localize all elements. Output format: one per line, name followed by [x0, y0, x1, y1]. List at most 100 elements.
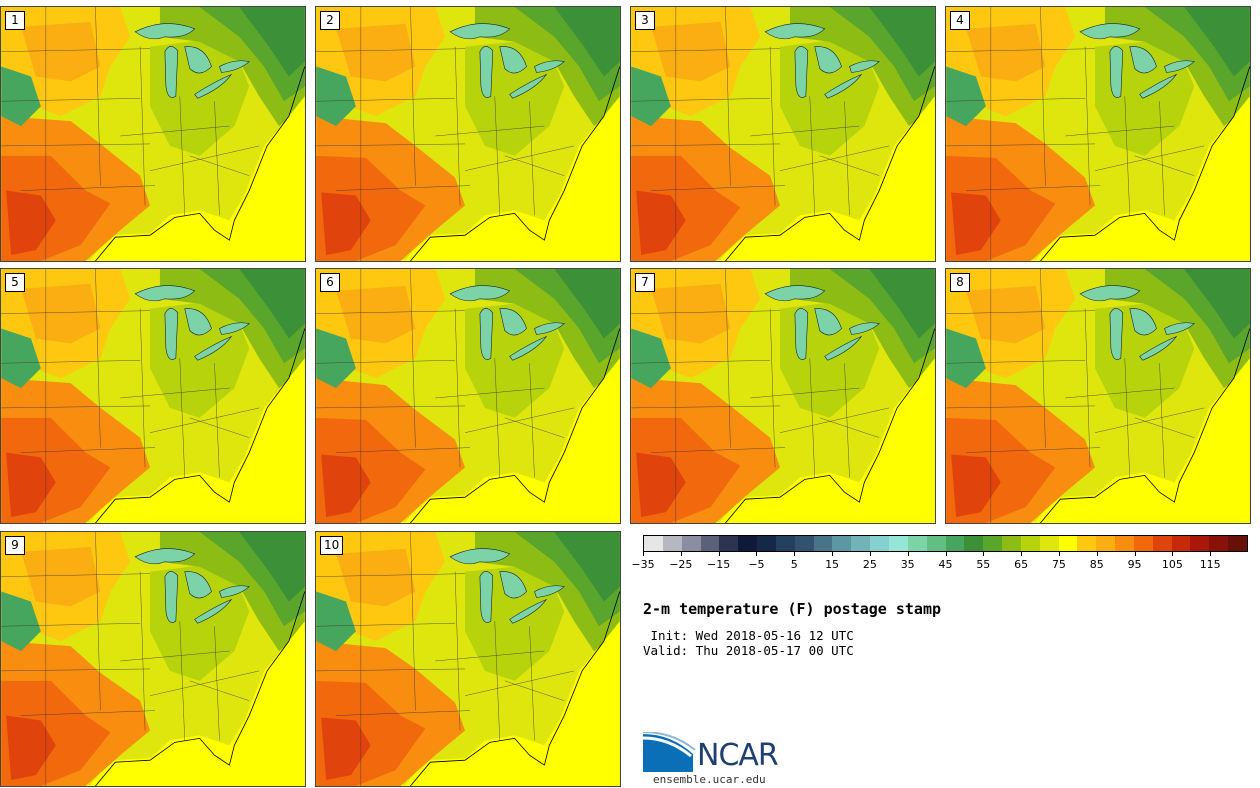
- colorbar-cell: [794, 536, 814, 551]
- coastline: [95, 328, 305, 523]
- colorbar-cell: [907, 536, 927, 551]
- state-border-line: [410, 269, 416, 448]
- state-border-line: [779, 407, 890, 433]
- state-border-line: [316, 48, 466, 52]
- colorbar-tick-label: −5: [748, 558, 765, 571]
- state-border-line: [336, 185, 470, 191]
- stamp-panel[interactable]: 2: [315, 6, 621, 262]
- stamp-panel[interactable]: 9: [0, 531, 306, 787]
- stamp-panel[interactable]: 10: [315, 531, 621, 787]
- colorbar-tick-label: 25: [862, 558, 877, 571]
- state-border-line: [1, 573, 151, 577]
- coastline: [95, 591, 305, 786]
- state-border-line: [1, 668, 151, 672]
- valid-time: Valid: Thu 2018-05-17 00 UTC: [643, 643, 854, 658]
- atlantic-ocean: [544, 96, 620, 261]
- lake-ontario: [1164, 322, 1195, 335]
- stamp-panel[interactable]: 4: [945, 6, 1251, 262]
- state-border-line: [179, 358, 185, 478]
- atlantic-ocean: [1174, 96, 1250, 261]
- lake-erie: [509, 73, 548, 99]
- state-border-line: [529, 626, 535, 741]
- stamp-number: 9: [5, 536, 25, 555]
- colorbar-tick-label: 65: [1014, 558, 1029, 571]
- state-border-line: [214, 363, 220, 478]
- state-border-line: [1084, 46, 1091, 206]
- state-border-line: [1, 623, 141, 627]
- state-border-line: [139, 308, 146, 468]
- warm-region-dakotas: [336, 548, 416, 607]
- state-border-line: [214, 101, 220, 216]
- coolest-region-maine: [554, 532, 620, 602]
- colorbar-cell: [1058, 536, 1078, 551]
- state-border-line: [494, 96, 500, 216]
- stamp-panel[interactable]: 6: [315, 268, 621, 524]
- coastline: [410, 328, 620, 523]
- colorbar-tick-label: 35: [900, 558, 915, 571]
- state-border-line: [1124, 358, 1130, 478]
- gulf-of-mexico: [1040, 475, 1165, 523]
- state-border-line: [435, 650, 545, 662]
- colorbar-cell: [1209, 536, 1229, 551]
- lake-ontario: [534, 322, 565, 335]
- state-border-line: [1065, 125, 1175, 137]
- state-border-line: [1065, 387, 1175, 399]
- lake-erie: [824, 335, 863, 361]
- logo-url[interactable]: ensemble.ucar.edu: [653, 773, 766, 786]
- stamp-panel[interactable]: 7: [630, 268, 936, 524]
- lake-ontario: [219, 60, 250, 73]
- state-border-line: [139, 571, 146, 731]
- colorbar-tick: [680, 552, 682, 556]
- ncar-logo-icon[interactable]: [643, 732, 793, 776]
- lake-erie: [194, 598, 233, 624]
- lake-michigan: [479, 46, 494, 98]
- lake-erie: [1139, 335, 1178, 361]
- stamp-panel[interactable]: 5: [0, 268, 306, 524]
- lake-superior: [764, 23, 826, 40]
- state-border-line: [464, 145, 575, 171]
- state-border-line: [946, 360, 1086, 364]
- colorbar-cell: [644, 536, 663, 551]
- state-border-line: [316, 668, 466, 672]
- state-border-line: [631, 143, 781, 147]
- state-border-line: [95, 532, 101, 711]
- state-border-line: [95, 7, 101, 186]
- lake-ontario: [849, 322, 880, 335]
- state-border-line: [631, 48, 781, 52]
- stamp-panel[interactable]: 8: [945, 268, 1251, 524]
- logo-swoosh-light: [643, 732, 696, 751]
- state-border-line: [631, 360, 771, 364]
- colorbar-cell: [681, 536, 701, 551]
- state-border-line: [1, 143, 151, 147]
- gulf-of-mexico: [725, 213, 850, 261]
- state-border-line: [179, 621, 185, 741]
- hottest-region-southwest: [6, 452, 56, 518]
- stamp-map: [631, 7, 935, 261]
- cool-region-rockies: [316, 591, 356, 652]
- colorbar-tick-label: −25: [669, 558, 693, 571]
- lake-superior: [134, 548, 196, 565]
- colorbar-cell: [1133, 536, 1153, 551]
- state-border-line: [435, 387, 545, 399]
- colorbar-cell: [870, 536, 889, 551]
- stamp-number: 3: [635, 11, 655, 30]
- state-border-line: [179, 96, 185, 216]
- temperature-colorbar: [643, 535, 1248, 552]
- state-border-line: [504, 155, 565, 176]
- colorbar-tick: [794, 552, 796, 556]
- stamp-panel[interactable]: 3: [630, 6, 936, 262]
- state-border-line: [120, 387, 230, 399]
- colorbar-cell: [757, 536, 776, 551]
- state-border-line: [529, 101, 535, 216]
- stamp-panel[interactable]: 1: [0, 6, 306, 262]
- lake-superior: [449, 548, 511, 565]
- state-border-line: [809, 96, 815, 216]
- coolest-region-maine: [554, 7, 620, 77]
- state-border-line: [189, 417, 250, 438]
- lake-michigan: [164, 308, 179, 360]
- coolest-region-maine: [1184, 7, 1250, 77]
- state-border-line: [779, 145, 890, 171]
- colorbar-cell: [738, 536, 758, 551]
- state-border-line: [946, 310, 1096, 314]
- colorbar-cell: [700, 536, 720, 551]
